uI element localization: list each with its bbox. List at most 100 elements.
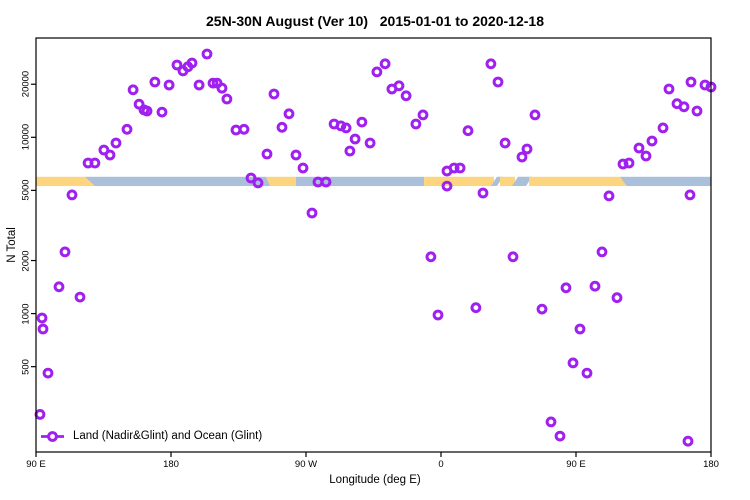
y-tick-label: 500 [20, 358, 32, 375]
data-point [37, 323, 49, 335]
data-point [678, 101, 690, 113]
data-point [492, 76, 504, 88]
legend-label: Land (Nadir&Glint) and Ocean (Glint) [73, 430, 263, 442]
data-point [507, 251, 519, 263]
data-point [364, 137, 376, 149]
data-point [320, 176, 332, 188]
data-point [454, 162, 466, 174]
data-point [340, 122, 352, 134]
data-point [66, 189, 78, 201]
band-segment-ocean [627, 176, 711, 187]
data-point [98, 144, 110, 156]
band-segment-coast-ol [265, 176, 270, 187]
data-point [141, 105, 153, 117]
data-point [646, 135, 658, 147]
data-point [193, 79, 205, 91]
data-point [252, 177, 264, 189]
data-point [53, 281, 65, 293]
band-segment-land [499, 176, 515, 187]
surface-band [36, 176, 711, 187]
data-point [685, 76, 697, 88]
data-point [36, 312, 48, 324]
data-point [560, 282, 572, 294]
y-tick-label: 2000 [20, 249, 32, 272]
data-point [640, 150, 652, 162]
chart-title: 25N-30N August (Ver 10) 2015-01-01 to 20… [206, 13, 544, 29]
data-point [400, 90, 412, 102]
data-point [74, 291, 86, 303]
x-tick-label: 0 [438, 459, 444, 470]
band-segment-ocean [295, 176, 425, 187]
plot-frame [35, 37, 712, 453]
data-point [441, 165, 453, 177]
data-point [663, 83, 675, 95]
data-point [410, 118, 422, 130]
data-point [567, 357, 579, 369]
y-tick-label: 20000 [20, 71, 32, 98]
data-point [545, 416, 557, 428]
x-tick-label: 90 W [294, 459, 318, 470]
data-point [485, 58, 497, 70]
data-point [34, 409, 46, 420]
data-point [371, 66, 383, 78]
data-point [596, 246, 608, 258]
data-point [682, 435, 694, 447]
data-point [417, 109, 429, 121]
band-segment-coast-lo [619, 176, 627, 187]
data-point [156, 106, 168, 118]
x-tick-label: 90 E [26, 459, 46, 470]
data-point [470, 302, 482, 314]
data-point [163, 79, 175, 91]
data-point [245, 172, 257, 184]
axes [31, 37, 712, 457]
band-segment-inlet [511, 176, 533, 187]
data-point [477, 187, 489, 199]
data-point [521, 143, 533, 155]
band-segment-land [529, 176, 620, 187]
y-tick-label: 1000 [20, 303, 32, 325]
data-point [589, 280, 601, 292]
data-point [432, 309, 444, 321]
band-segment-ocean [94, 176, 266, 187]
data-point [603, 190, 615, 202]
data-point [499, 137, 511, 149]
data-point [290, 149, 302, 161]
data-point [42, 367, 54, 379]
data-point [221, 93, 233, 105]
data-point [516, 151, 528, 163]
data-point [110, 137, 122, 149]
data-point [207, 77, 219, 89]
data-point [216, 82, 228, 94]
data-point [574, 323, 586, 335]
data-point [89, 157, 101, 169]
data-point [657, 122, 669, 134]
y-tick-label: 5000 [20, 179, 32, 201]
data-point [297, 162, 309, 174]
data-point [462, 125, 474, 137]
data-point [283, 108, 295, 120]
data-point [529, 109, 541, 121]
data-point [441, 180, 453, 192]
data-point [691, 105, 703, 117]
data-point [335, 120, 347, 132]
x-axis-label: Longitude (deg E) [329, 474, 421, 486]
data-point [121, 123, 133, 135]
data-point [684, 189, 696, 201]
data-point [425, 251, 437, 263]
data-point [554, 430, 566, 442]
band-segment-land [36, 176, 86, 187]
data-points [34, 48, 717, 447]
data-point [127, 84, 139, 96]
data-point [276, 121, 288, 133]
data-point [356, 116, 368, 128]
data-point [59, 246, 71, 258]
band-segment-coast-lo [85, 176, 95, 187]
data-point [186, 57, 198, 69]
x-tick-label: 90 E [566, 459, 586, 470]
data-point [393, 80, 405, 92]
data-point [581, 367, 593, 379]
data-point [349, 133, 361, 145]
y-tick-label: 10000 [20, 124, 32, 151]
